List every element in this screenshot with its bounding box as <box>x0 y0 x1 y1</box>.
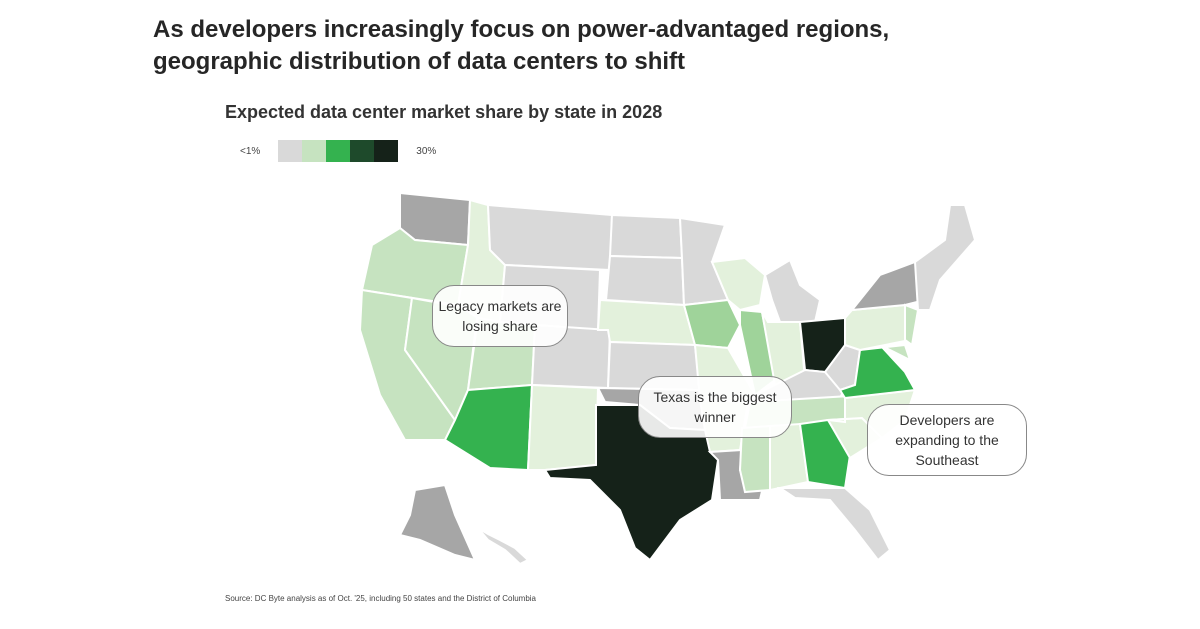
callout-legacy-markets: Legacy markets are losing share <box>432 285 568 347</box>
legend-high-label: 30% <box>416 145 437 157</box>
state-nd <box>608 213 684 260</box>
state-ny <box>849 260 927 312</box>
legend: <1% 30% <box>240 140 436 162</box>
legend-swatch-4 <box>350 140 375 162</box>
state-wi <box>710 256 767 312</box>
state-pa <box>844 303 912 352</box>
legend-swatch-5 <box>374 140 399 162</box>
state-nm <box>526 383 600 471</box>
page-title: As developers increasingly focus on powe… <box>153 16 890 75</box>
legend-low-label: <1% <box>240 145 261 157</box>
state-hi <box>477 527 530 566</box>
state-va <box>838 343 917 400</box>
state-sd <box>604 254 686 307</box>
legend-swatch-3 <box>326 140 351 162</box>
callout-southeast: Developers are expanding to the Southeas… <box>867 404 1027 476</box>
legend-swatch-2 <box>302 140 327 162</box>
state-nj <box>904 303 920 347</box>
state-ia <box>682 298 742 350</box>
source-note: Source: DC Byte analysis as of Oct. '25,… <box>225 594 537 603</box>
state-ne <box>596 298 697 347</box>
state-mt <box>486 203 614 272</box>
state-fl <box>776 487 892 562</box>
state-new-england <box>913 204 977 311</box>
callout-texas: Texas is the biggest winner <box>638 376 792 438</box>
state-ak <box>398 483 477 562</box>
map-subtitle: Expected data center market share by sta… <box>225 102 663 122</box>
state-mi <box>763 258 822 323</box>
state-al <box>769 422 810 492</box>
legend-swatch-1 <box>278 140 303 162</box>
